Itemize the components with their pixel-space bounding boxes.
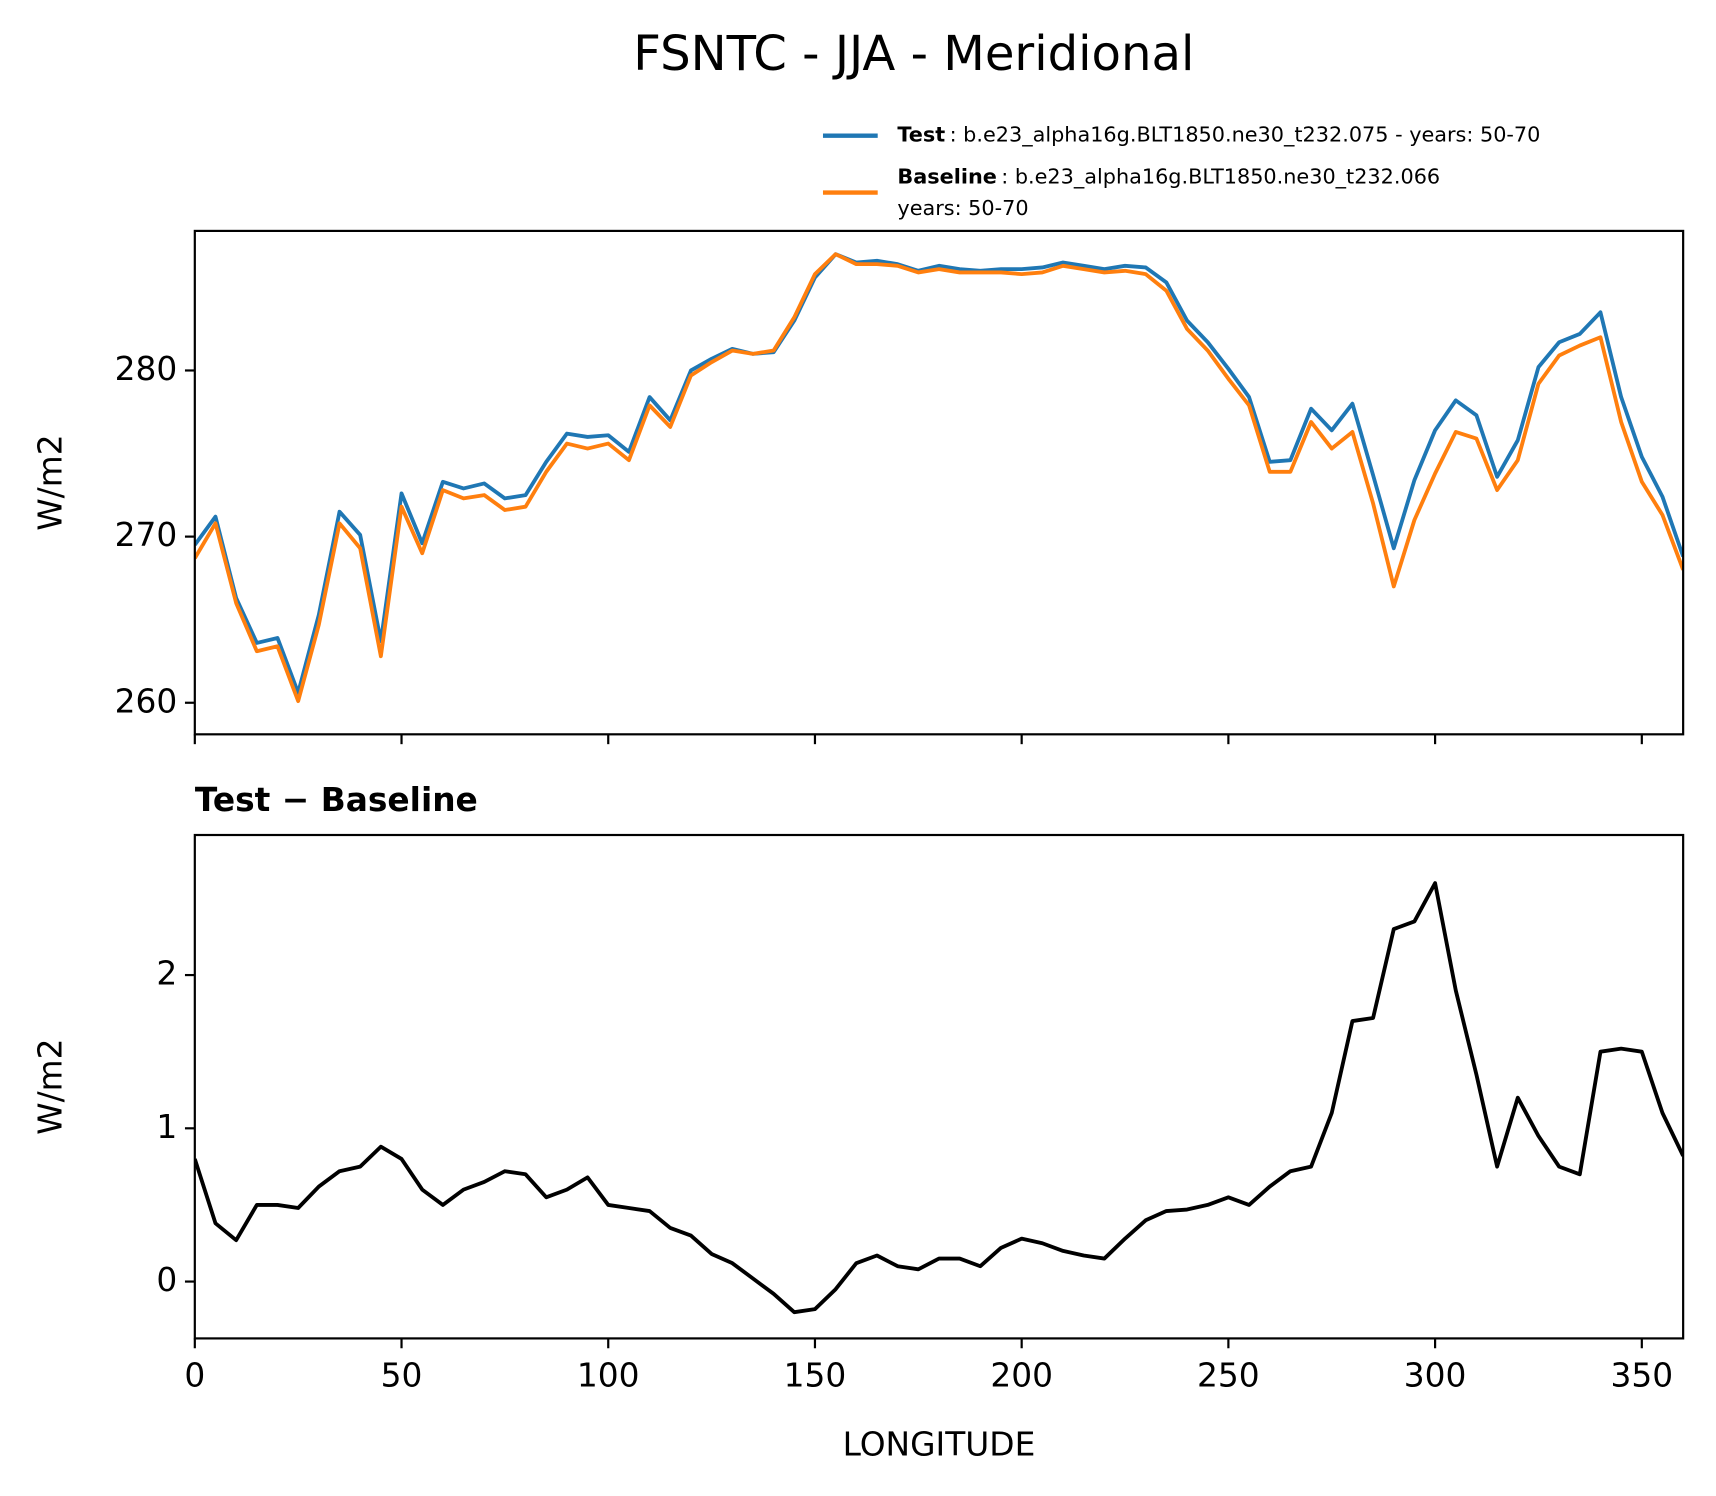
legend-name: Test <box>897 123 945 147</box>
plot-area <box>194 252 1684 704</box>
x-tick-label: 100 <box>577 1357 640 1395</box>
legend-description: years: 50-70 <box>897 196 1028 220</box>
plot-area <box>194 881 1684 1315</box>
data-line <box>194 252 1684 704</box>
y-tick-label: 2 <box>156 955 177 993</box>
y-tick-label: 1 <box>156 1108 177 1146</box>
y-axis-label: W/m2 <box>31 434 69 530</box>
axes-frame <box>193 229 1685 736</box>
panel-title: Test − Baseline <box>195 781 478 819</box>
x-tick-label: 150 <box>784 1357 847 1395</box>
axes-frame <box>193 833 1685 1340</box>
figure-title: FSNTC - JJA - Meridional <box>633 26 1194 82</box>
x-tick-label: 200 <box>990 1357 1053 1395</box>
x-tick-label: 0 <box>184 1357 205 1395</box>
data-line <box>194 881 1684 1315</box>
x-axis-label: LONGITUDE <box>843 1426 1036 1464</box>
x-tick-label: 350 <box>1610 1357 1673 1395</box>
x-tick-label: 300 <box>1404 1357 1467 1395</box>
legend-label: Baseline: b.e23_alpha16g.BLT1850.ne30_t2… <box>897 164 1440 189</box>
data-line <box>194 252 1684 695</box>
y-tick-label: 260 <box>115 682 178 720</box>
y-axis-label: W/m2 <box>31 1039 69 1135</box>
x-tick-label: 50 <box>381 1357 423 1395</box>
y-tick-label: 0 <box>156 1261 177 1299</box>
legend-description: : b.e23_alpha16g.BLT1850.ne30_t232.075 -… <box>950 123 1541 148</box>
x-tick-label: 250 <box>1197 1357 1260 1395</box>
y-tick-label: 270 <box>115 516 178 554</box>
legend-description: : b.e23_alpha16g.BLT1850.ne30_t232.066 <box>1001 164 1440 189</box>
y-tick-label: 280 <box>115 350 178 388</box>
legend-label: Test: b.e23_alpha16g.BLT1850.ne30_t232.0… <box>897 123 1540 148</box>
legend-name: Baseline <box>897 164 996 188</box>
